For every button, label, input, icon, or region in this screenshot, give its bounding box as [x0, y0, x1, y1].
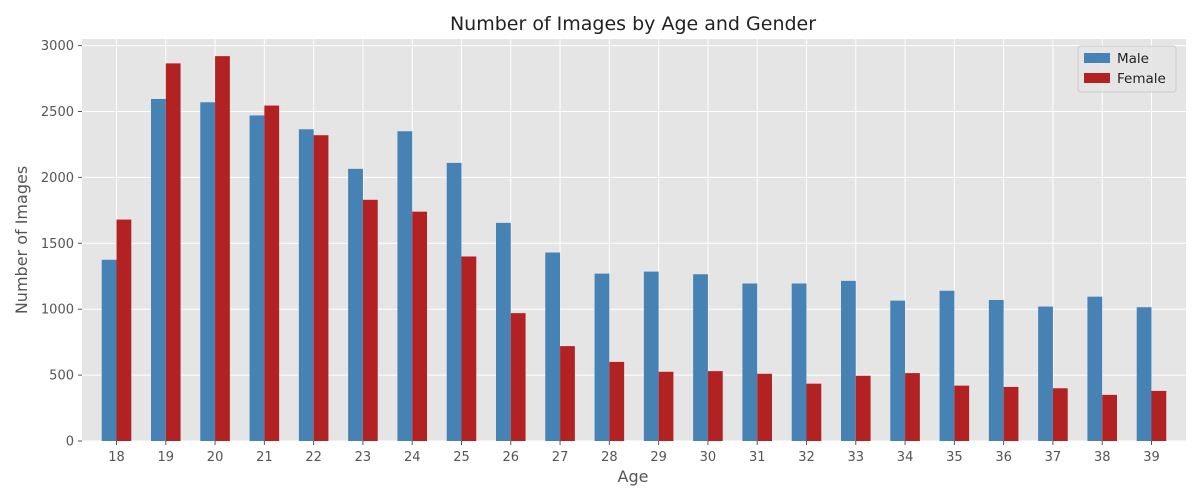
legend: Male Female — [1077, 45, 1177, 93]
y-tick-label: 0 — [66, 435, 74, 450]
bar-female-27 — [560, 346, 575, 441]
bar-male-28 — [594, 273, 610, 441]
bar-male-23 — [348, 168, 363, 441]
y-tick-label: 2000 — [41, 171, 74, 186]
x-tick-label: 34 — [897, 450, 914, 465]
x-tick-label: 25 — [453, 450, 470, 465]
bar-male-34 — [890, 300, 906, 441]
bar-female-30 — [707, 371, 723, 441]
x-tick-label: 37 — [1045, 450, 1062, 465]
bar-female-18 — [116, 219, 132, 441]
x-tick-label: 21 — [256, 450, 273, 465]
legend-label-male: Male — [1117, 51, 1149, 67]
bar-male-25 — [446, 162, 462, 441]
y-tick-label: 1500 — [41, 237, 74, 252]
bar-male-20 — [200, 102, 216, 442]
x-tick-label: 38 — [1094, 450, 1111, 465]
bar-female-24 — [412, 211, 427, 441]
bar-female-25 — [461, 256, 477, 441]
y-tick-label: 3000 — [41, 39, 74, 54]
bar-male-37 — [1038, 306, 1053, 441]
bar-female-32 — [806, 383, 822, 441]
bar-male-22 — [298, 129, 314, 441]
x-tick-label: 19 — [158, 450, 175, 465]
x-tick-label: 28 — [601, 450, 618, 465]
bar-female-21 — [264, 105, 280, 441]
x-tick-label: 20 — [207, 450, 224, 465]
bar-female-38 — [1102, 394, 1117, 441]
bar-female-22 — [313, 135, 329, 441]
bar-male-29 — [643, 271, 659, 441]
x-tick-label: 39 — [1143, 450, 1160, 465]
x-tick-label: 32 — [798, 450, 815, 465]
y-tick-label: 1000 — [41, 303, 74, 318]
y-tick-label: 2500 — [41, 105, 74, 120]
x-tick-label: 18 — [108, 450, 125, 465]
bar-male-31 — [742, 283, 758, 441]
bar-female-35 — [954, 385, 970, 441]
x-tick-label: 22 — [305, 450, 322, 465]
x-tick-label: 33 — [848, 450, 865, 465]
bar-male-35 — [939, 290, 955, 441]
x-tick-label: 31 — [749, 450, 766, 465]
bar-female-36 — [1003, 386, 1019, 441]
plot-background — [82, 39, 1186, 441]
y-axis-label: Number of Images — [12, 166, 31, 314]
legend-label-female: Female — [1117, 71, 1166, 87]
bars — [101, 56, 1167, 442]
x-tick-label: 29 — [650, 450, 667, 465]
legend-swatch-male — [1084, 53, 1110, 63]
y-axis-ticks: 0 500 1000 1500 2000 2500 3000 — [41, 39, 82, 450]
bar-male-39 — [1136, 307, 1152, 441]
x-axis-ticks: 18 19 20 21 22 23 24 25 26 27 28 29 30 31 32 33 34 35 36 37… — [108, 441, 1160, 465]
bar-female-37 — [1052, 388, 1068, 441]
bar-male-24 — [397, 131, 413, 441]
bar-male-30 — [693, 274, 708, 441]
bar-male-21 — [249, 115, 265, 442]
bar-male-36 — [988, 299, 1004, 441]
x-tick-label: 27 — [552, 450, 569, 465]
x-tick-label: 26 — [503, 450, 520, 465]
bar-female-33 — [855, 375, 871, 441]
bar-female-39 — [1151, 390, 1167, 441]
y-tick-label: 500 — [49, 369, 74, 384]
bar-female-29 — [658, 371, 674, 441]
bar-female-31 — [757, 373, 772, 441]
bar-female-23 — [362, 199, 378, 441]
bar-male-26 — [496, 222, 511, 441]
bar-female-20 — [215, 56, 230, 441]
x-tick-label: 24 — [404, 450, 421, 465]
bar-male-33 — [841, 280, 856, 441]
x-tick-label: 23 — [355, 450, 372, 465]
bar-female-26 — [510, 313, 526, 441]
chart-title: Number of Images by Age and Gender — [450, 13, 816, 35]
x-axis-label: Age — [618, 467, 649, 486]
bar-female-34 — [905, 373, 920, 441]
bar-male-38 — [1087, 296, 1103, 441]
x-tick-label: 36 — [995, 450, 1012, 465]
bar-female-28 — [609, 361, 625, 441]
bar-male-19 — [151, 98, 166, 441]
bar-male-27 — [545, 252, 561, 441]
bar-male-18 — [101, 259, 117, 441]
x-tick-label: 35 — [946, 450, 963, 465]
x-tick-label: 30 — [700, 450, 717, 465]
legend-swatch-female — [1084, 73, 1110, 83]
bar-male-32 — [791, 283, 807, 441]
bar-female-19 — [165, 63, 181, 441]
